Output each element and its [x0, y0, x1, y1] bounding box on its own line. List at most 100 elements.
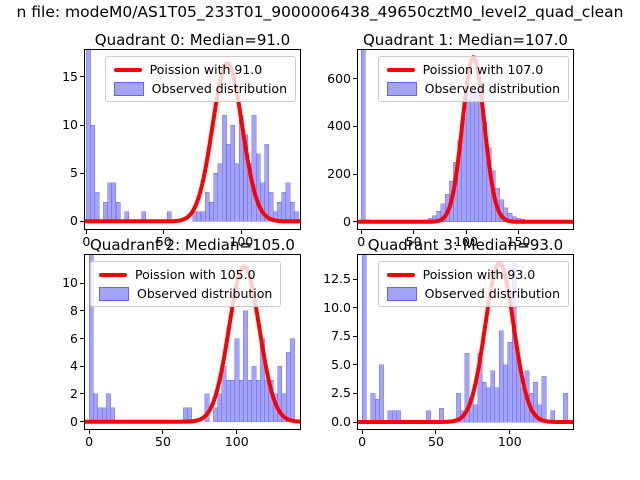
y-tickmark [80, 220, 84, 222]
y-tickmark [353, 125, 357, 127]
y-tickmark [80, 421, 84, 423]
legend-item-poisson: Poission with 107.0 [386, 62, 560, 77]
poisson-curve [357, 261, 574, 424]
poisson-line-swatch-icon [386, 272, 415, 277]
y-tick-label: 2 [70, 385, 78, 401]
x-tick-label: 0 [82, 234, 91, 249]
histogram-bar [243, 310, 248, 422]
y-tick-label: 0 [70, 213, 78, 229]
histogram-bar [486, 387, 491, 423]
histogram-bar [503, 364, 508, 423]
subplot-title-q1: Quadrant 1: Median=107.0 [363, 31, 568, 49]
y-tick-label: 6 [70, 330, 78, 346]
legend-item-poisson: Poission with 93.0 [386, 267, 560, 282]
x-tick-label: 50 [428, 434, 444, 449]
legend-label: Poission with 107.0 [422, 62, 544, 77]
histogram-bar [494, 387, 500, 423]
legend-label: Poission with 93.0 [422, 267, 536, 282]
legend-label: Poission with 91.0 [149, 62, 263, 77]
histogram-patch-swatch-icon [99, 286, 129, 301]
histogram-bar [563, 393, 568, 423]
histogram-patch-swatch-icon [386, 81, 417, 96]
y-tickmark [353, 392, 357, 394]
y-tick-label: 12.5 [323, 271, 351, 287]
y-tickmark [353, 307, 357, 309]
histogram-bar [361, 254, 367, 423]
legend-item-observed: Observed distribution [386, 81, 560, 96]
histogram-bar [490, 370, 496, 423]
plot-area-q1 [357, 49, 574, 230]
x-tick-label: 50 [405, 234, 422, 249]
legend-label: Observed distribution [151, 81, 287, 96]
x-tick-label: 100 [454, 234, 478, 249]
x-tick-label: 0 [358, 434, 367, 449]
histogram-bar [264, 144, 270, 222]
histogram-bar [374, 398, 380, 423]
y-tickmark [80, 124, 84, 126]
legend-label: Observed distribution [424, 286, 560, 301]
x-tick-label: 100 [497, 434, 522, 449]
x-tick-label: 0 [85, 434, 94, 449]
histogram-bar [481, 381, 487, 423]
y-tickmark [353, 335, 357, 337]
x-tick-label: 50 [155, 434, 171, 449]
x-tickmark [85, 230, 87, 234]
y-tickmark [353, 421, 357, 423]
y-tick-label: 7.5 [331, 328, 351, 344]
y-tickmark [80, 393, 84, 395]
histogram-bar [370, 393, 376, 423]
x-tickmark [163, 230, 165, 234]
poisson-line-swatch-icon [386, 67, 415, 72]
x-tickmark [435, 430, 437, 434]
x-tickmark [162, 430, 164, 434]
y-tick-label: 0 [343, 213, 351, 229]
y-tick-label: 0 [70, 413, 78, 429]
legend-q2: Poission with 105.0 Observed distributio… [90, 261, 282, 307]
plot-area-q3 [357, 254, 574, 430]
axes-spines [84, 49, 301, 230]
y-tick-label: 5.0 [331, 356, 351, 372]
legend-q1: Poission with 107.0 Observed distributio… [377, 56, 569, 102]
histogram-bar [379, 364, 384, 423]
x-tickmark [240, 230, 242, 234]
histogram-bar [533, 381, 538, 423]
x-tick-label: 0 [357, 234, 366, 249]
y-tickmark [80, 172, 84, 174]
y-tick-label: 10 [62, 117, 78, 133]
x-tickmark [360, 230, 362, 234]
legend-item-poisson: Poission with 105.0 [99, 267, 272, 282]
legend-item-observed: Observed distribution [113, 81, 287, 96]
y-tick-label: 0.0 [331, 414, 351, 429]
y-tick-label: 10.0 [323, 299, 351, 315]
x-tickmark [509, 430, 511, 434]
figure-suptitle: n file: modeM0/AS1T05_233T01_9000006438_… [16, 3, 624, 21]
y-tickmark [353, 364, 357, 366]
y-tickmark [80, 338, 84, 340]
axes-spines [357, 49, 574, 230]
x-tick-label: 100 [229, 234, 254, 249]
x-tick-label: 100 [224, 434, 249, 449]
poisson-line-swatch-icon [99, 272, 127, 277]
y-tick-label: 200 [327, 166, 351, 182]
legend-label: Poission with 105.0 [135, 267, 256, 282]
y-tick-label: 10 [62, 275, 78, 291]
x-tickmark [361, 430, 363, 434]
plot-area-q0 [84, 49, 301, 230]
poisson-curve [84, 264, 301, 424]
legend-q0: Poission with 91.0 Observed distribution [104, 56, 296, 102]
y-tick-label: 8 [70, 302, 78, 318]
histogram-bar [498, 330, 504, 423]
x-tick-label: 150 [506, 234, 531, 249]
histogram-patch-swatch-icon [113, 81, 144, 96]
histogram-bar [541, 376, 547, 423]
y-tickmark [353, 78, 357, 80]
histogram-bar [507, 341, 513, 423]
axes-spines [84, 254, 301, 430]
y-tick-label: 4 [70, 358, 78, 374]
x-tickmark [413, 230, 415, 234]
y-tickmark [353, 278, 357, 280]
legend-label: Observed distribution [424, 81, 560, 96]
